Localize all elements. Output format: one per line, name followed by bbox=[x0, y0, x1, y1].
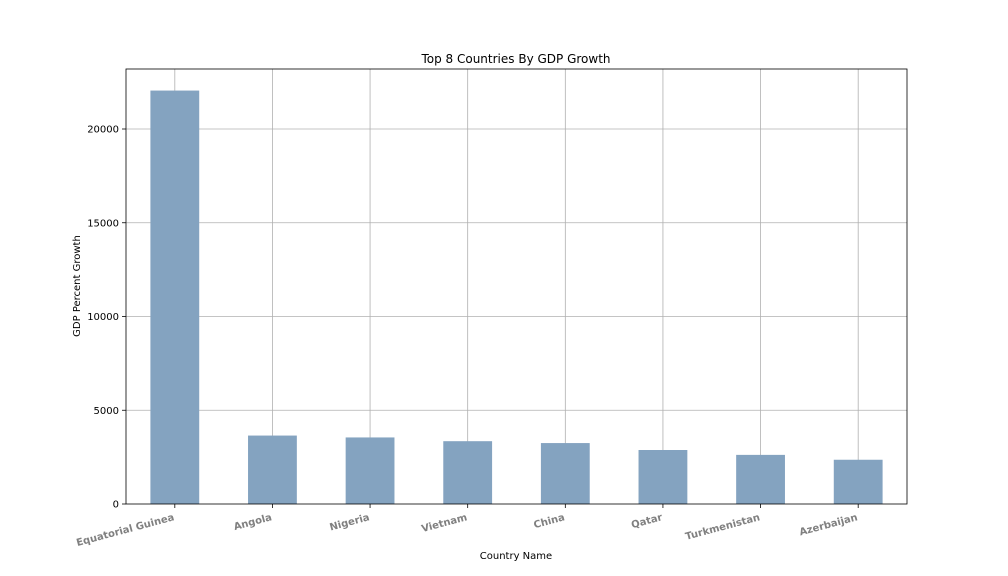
bar-nigeria bbox=[345, 437, 395, 504]
x-tick-label: Equatorial Guinea bbox=[75, 512, 175, 549]
x-tick-label: Qatar bbox=[630, 512, 664, 531]
bar-azerbaijan bbox=[833, 459, 883, 504]
x-tick-label: Azerbaijan bbox=[798, 512, 859, 538]
bar-china bbox=[540, 443, 590, 504]
y-tick-label: 15000 bbox=[87, 218, 119, 229]
y-tick-label: 10000 bbox=[87, 312, 119, 323]
y-axis-ticks: 0 5000 10000 15000 20000 bbox=[87, 125, 126, 511]
x-tick-label: China bbox=[533, 512, 567, 531]
x-tick-label: Nigeria bbox=[329, 512, 371, 533]
y-tick-label: 20000 bbox=[87, 125, 119, 136]
chart-title: Top 8 Countries By GDP Growth bbox=[420, 52, 610, 66]
x-tick-label: Vietnam bbox=[420, 512, 468, 535]
bar-equatorial-guinea bbox=[150, 90, 200, 504]
bar-qatar bbox=[638, 450, 688, 504]
bar-turkmenistan bbox=[736, 454, 785, 504]
y-axis-label: GDP Percent Growth bbox=[72, 235, 83, 337]
y-tick-label: 5000 bbox=[94, 406, 119, 417]
grid-lines bbox=[126, 69, 907, 504]
bars bbox=[150, 90, 883, 504]
x-tick-label: Turkmenistan bbox=[684, 512, 761, 542]
x-tick-label: Angola bbox=[233, 512, 274, 533]
x-axis-label: Country Name bbox=[480, 551, 552, 562]
y-tick-label: 0 bbox=[113, 500, 119, 511]
plot-frame bbox=[125, 68, 908, 505]
x-axis-ticks: Equatorial Guinea Angola Nigeria Vietnam Chi… bbox=[75, 504, 859, 549]
bar-vietnam bbox=[443, 441, 493, 504]
bar-angola bbox=[248, 435, 297, 504]
